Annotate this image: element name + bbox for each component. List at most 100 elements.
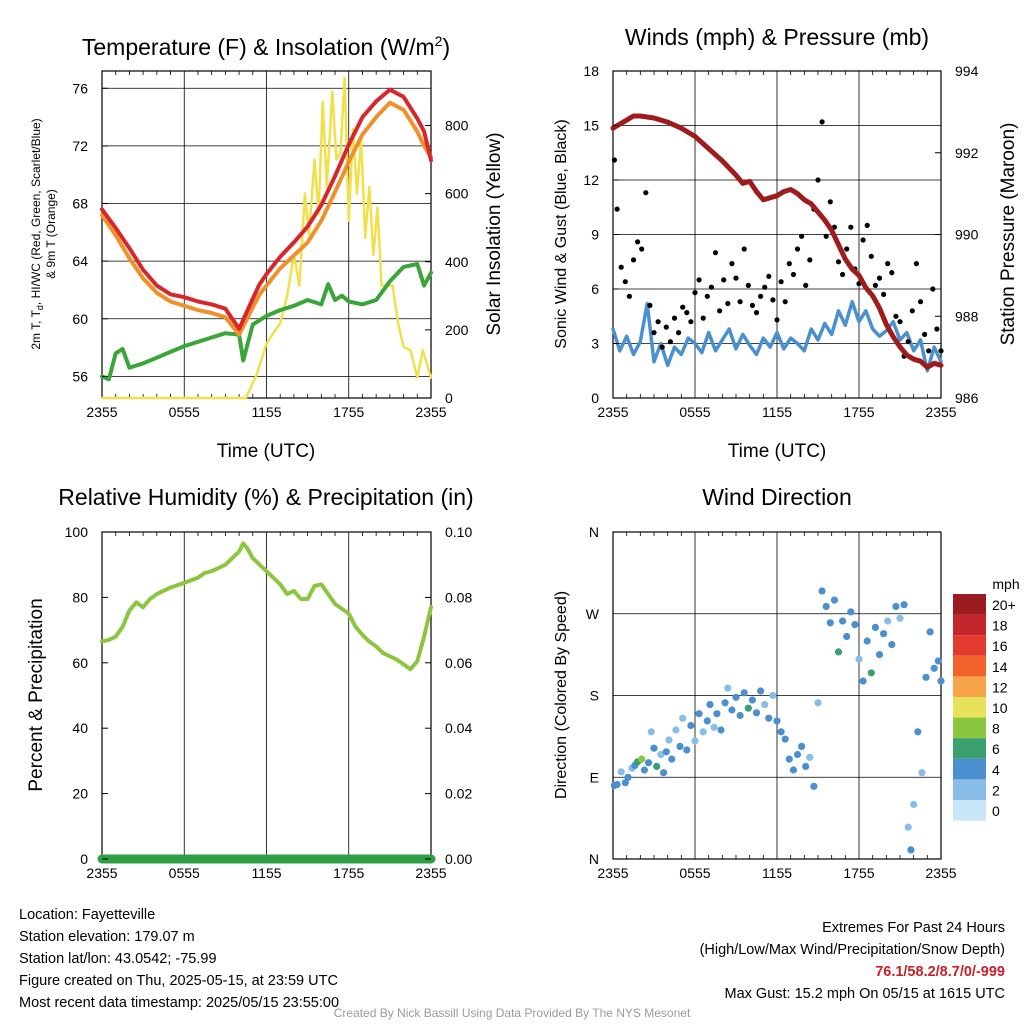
pressure-axis-label-1: 988 (955, 308, 979, 324)
direction-point (900, 601, 908, 609)
direction-point (752, 709, 761, 717)
legend-label-2: 16 (992, 638, 1008, 654)
gust-point (626, 293, 633, 299)
gust-point (876, 275, 883, 281)
station-info: Location: Fayetteville Station elevation… (19, 904, 339, 1014)
x-tick-label-0: 2355 (597, 404, 628, 420)
gust-point (749, 302, 756, 308)
left-axis-title-part-0: 2m T, T (29, 309, 43, 349)
direction-point (918, 769, 926, 777)
gust-point (893, 313, 899, 319)
direction-point (926, 628, 934, 636)
gust-point (897, 319, 903, 325)
direction-point (647, 728, 655, 736)
x-tick-label-0: 2355 (597, 865, 628, 881)
recent-timestamp: Most recent data timestamp: 2025/05/15 2… (19, 995, 340, 1011)
wind-axis-label-0: 0 (591, 390, 599, 406)
legend-label-7: 6 (992, 741, 1000, 757)
direction-point (830, 596, 839, 604)
gust-point (823, 233, 829, 239)
wind-axis-label-5: 15 (583, 118, 599, 134)
legend-swatch-0 (953, 594, 986, 615)
station-location: Location: Fayetteville (19, 907, 156, 923)
temp-axis-label-4: 72 (72, 138, 88, 154)
gust-point (860, 237, 866, 243)
direction-point (930, 664, 938, 672)
direction-point (657, 750, 665, 759)
direction-point (806, 753, 814, 761)
left-axis-title: 2m T, Td, HI/WC (Red, Green, Scarlet/Blu… (29, 118, 45, 349)
direction-point (785, 755, 793, 763)
direction-point (880, 630, 888, 638)
precip-axis-label-5: 0.10 (445, 524, 472, 540)
direction-point (710, 723, 718, 731)
direction-point (668, 755, 676, 763)
gust-point (639, 246, 645, 252)
legend-swatch-6 (953, 717, 986, 739)
gust-point (778, 279, 784, 285)
direction-point (744, 704, 752, 712)
title-main: Temperature (F) & Insolation (W/m (82, 34, 435, 60)
gust-point (758, 293, 764, 299)
direction-point (650, 744, 658, 752)
x-tick-label-4: 2355 (925, 404, 956, 420)
gust-point (885, 261, 891, 267)
extremes-values: 76.1/58.2/8.7/0/-999 (875, 964, 1005, 980)
direction-point (855, 655, 863, 663)
gust-point (622, 279, 628, 285)
x-tick-label-2: 1155 (251, 404, 281, 420)
direction-point (740, 689, 748, 697)
direction-point (907, 846, 915, 854)
station-latlon: Station lat/lon: 43.0542; -75.99 (19, 951, 217, 967)
x-tick-label-2: 1155 (251, 865, 281, 881)
insolation-axis-label-3: 600 (445, 186, 469, 202)
legend-swatch-2 (953, 635, 986, 656)
gust-point (696, 277, 702, 283)
direction-point (810, 782, 818, 790)
title-close: ) (442, 34, 450, 60)
left-axis-title-part-1: d (35, 305, 45, 310)
gust-point (807, 257, 813, 263)
gust-point (635, 239, 641, 245)
insolation-axis-label-2: 400 (445, 254, 469, 270)
temp-axis-label-2: 64 (72, 253, 88, 269)
pressure-axis-label-4: 994 (955, 63, 979, 79)
direction-point (638, 755, 646, 763)
x-tick-label-1: 0555 (169, 865, 200, 881)
legend-title: mph (992, 576, 1019, 592)
gust-point (704, 293, 710, 299)
extremes-description: (High/Low/Max Wind/Precipitation/Snow De… (699, 942, 1005, 958)
gust-point (889, 270, 895, 276)
gust-point (926, 348, 932, 354)
plot-frame (101, 70, 432, 399)
gust-point (840, 271, 846, 278)
legend-label-0: 20+ (992, 597, 1016, 613)
direction-point (892, 602, 900, 611)
temp-9m-line (100, 100, 433, 337)
direction-point (653, 762, 661, 771)
direction-point (703, 717, 711, 725)
direction-point (676, 742, 684, 751)
gust-point (909, 308, 915, 314)
direction-point (777, 728, 785, 736)
direction-point (863, 637, 871, 645)
left-axis-title-line2: & 9m T (Orange) (44, 189, 58, 279)
x-tick-label-1: 0555 (169, 404, 200, 420)
wind-axis-label-4: 12 (583, 172, 599, 188)
x-tick-label-3: 1755 (843, 865, 874, 881)
legend-swatch-1 (953, 614, 986, 636)
x-tick-label-3: 1755 (333, 865, 364, 881)
direction-point (896, 614, 904, 622)
direction-point (617, 768, 625, 776)
legend-label-5: 10 (992, 700, 1008, 716)
gust-point (680, 304, 686, 310)
legend-swatch-7 (953, 738, 986, 759)
direction-point (875, 651, 884, 659)
station-elevation: Station elevation: 179.07 m (19, 929, 195, 945)
gust-point (827, 199, 833, 205)
direction-point (660, 769, 668, 777)
direction-point (672, 726, 680, 734)
right-axis-title: Station Pressure (Maroon) (998, 123, 1019, 346)
